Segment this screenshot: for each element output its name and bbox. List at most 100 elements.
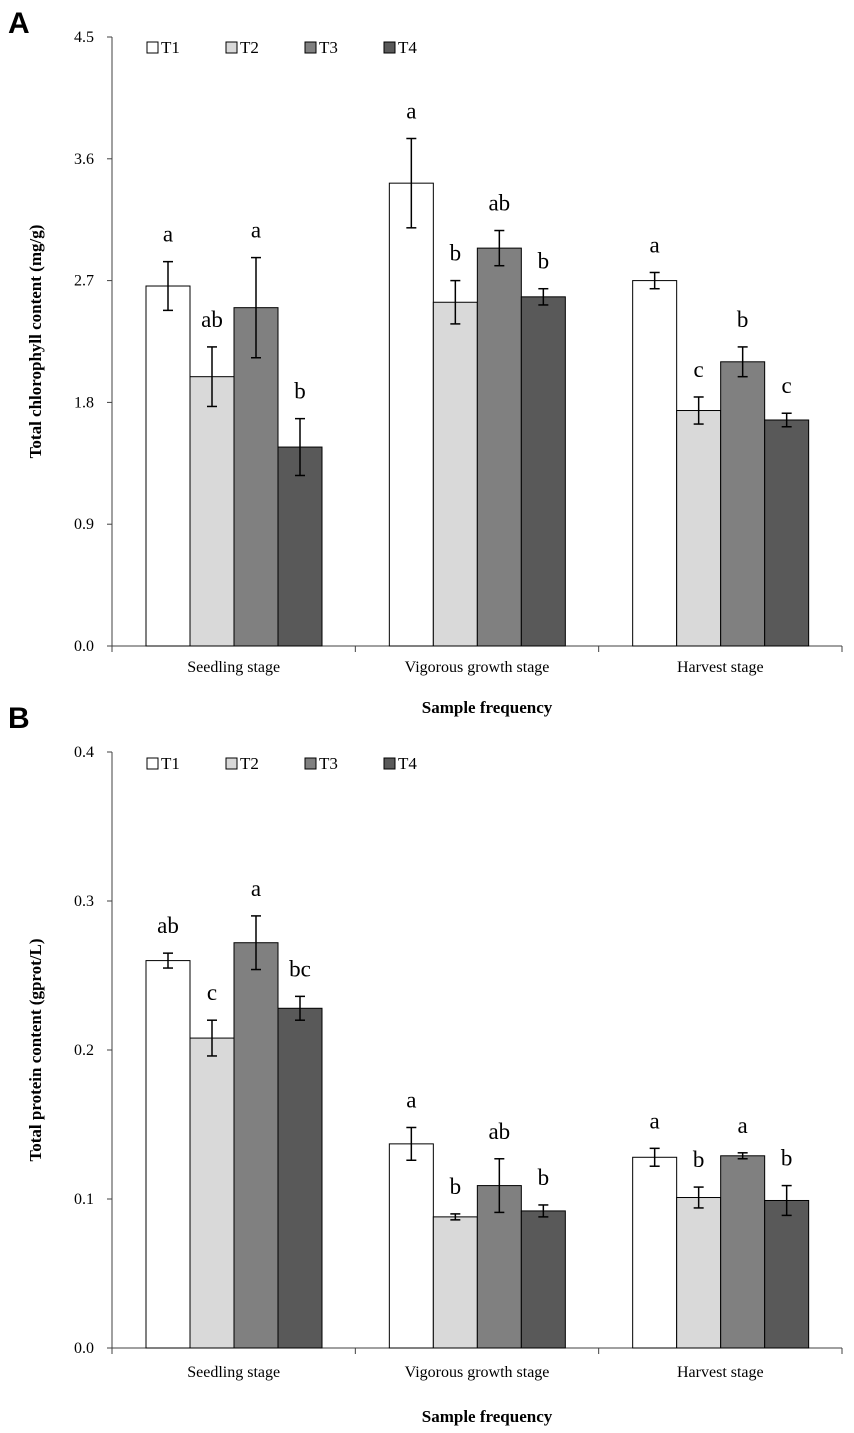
y-tick-label: 0.9 [74,516,94,533]
significance-label: a [738,1113,748,1138]
legend-swatch-t1 [146,757,159,770]
legend-label-t4: T4 [398,754,417,773]
significance-label: a [406,1087,416,1112]
bar-t4 [277,1007,323,1349]
legend-label-t1: T1 [161,38,180,57]
error-bar [781,412,792,428]
error-bar [693,396,704,425]
bar-t2 [676,410,722,647]
error-bar [295,417,305,477]
error-bar [693,1186,704,1209]
legend-swatch-t2 [225,41,238,54]
legend-swatch-t3 [304,41,317,54]
error-bar [450,1213,461,1221]
legend-label-t3: T3 [319,754,338,773]
chart-panel-b: B 0.0 0.1 0.2 0.3 0.4 Seedling stage Vigorous g… [8,702,843,1426]
y-tick-label: 0.3 [74,893,94,910]
x-category-label: Vigorous growth stage [405,1364,550,1381]
y-tick-label: 0.4 [74,744,94,761]
x-category-label: Seedling stage [187,1364,280,1381]
bar-t3 [476,1185,522,1349]
significance-label: a [650,1108,660,1133]
legend-swatch-t4 [383,757,396,770]
error-bar [406,1126,417,1162]
legend-swatch-t2 [225,757,238,770]
bar-t3 [720,1155,766,1349]
x-axis-title: Sample frequency [422,1407,553,1426]
legend-label-t2: T2 [240,38,259,57]
significance-label: b [538,1165,550,1190]
legend-label-t3: T3 [319,38,338,57]
significance-label: b [294,379,306,404]
significance-label: a [251,876,261,901]
error-bar [494,229,505,267]
y-tick-label: 2.7 [74,273,94,290]
error-bar [737,346,748,378]
error-bar [737,1152,748,1160]
y-tick-label: 3.6 [74,151,94,168]
significance-label: b [737,307,749,332]
significance-label: ab [201,307,223,332]
bar-t4 [277,446,323,647]
error-bar [207,1019,217,1057]
significance-label: a [163,222,173,247]
bar-t2 [432,1216,478,1349]
error-bar [538,1204,549,1218]
bar-t1 [145,285,191,647]
panel-letter: A [8,7,30,40]
bar-t3 [476,247,522,647]
significance-label: b [781,1146,793,1171]
bar-t1 [388,182,434,647]
significance-label: a [650,232,660,257]
error-bar [538,287,549,306]
panel-letter: B [8,702,30,735]
significance-label: b [693,1147,705,1172]
bar-t1 [145,960,191,1349]
y-tick-label: 0.1 [74,1191,94,1208]
bar-t2 [189,1037,235,1349]
x-axis-title: Sample frequency [422,698,553,717]
y-tick-label: 0.0 [74,638,94,655]
error-bar [450,279,461,325]
legend-label-t4: T4 [398,38,417,57]
y-tick-label: 0.0 [74,1340,94,1357]
significance-label: ab [488,191,510,216]
bar-t4 [764,419,810,647]
error-bar [406,137,417,229]
x-category-label: Seedling stage [187,659,280,676]
bar-t4 [764,1199,810,1349]
significance-label: b [538,249,550,274]
significance-label: c [782,373,792,398]
significance-label: c [207,980,217,1005]
bar-t2 [676,1197,722,1349]
bar-t1 [632,1156,678,1349]
error-bar [494,1158,505,1214]
legend-swatch-t1 [146,41,159,54]
chart-panel-a: A 0.0 0.9 1.8 2.7 3.6 4.5 Seedling stage Vigorou… [8,7,843,717]
y-axis-title: Total protein content (gprot/L) [26,938,45,1161]
significance-label: bc [289,956,311,981]
significance-label: a [251,218,261,243]
significance-label: ab [488,1119,510,1144]
y-tick-label: 0.2 [74,1042,94,1059]
bar-t1 [632,280,678,647]
bar-t1 [388,1143,434,1349]
legend-label-t2: T2 [240,754,259,773]
error-bar [163,260,173,312]
legend-swatch-t4 [383,41,396,54]
y-tick-label: 1.8 [74,394,94,411]
x-category-label: Harvest stage [677,1364,764,1381]
bar-t2 [189,376,235,647]
x-category-label: Vigorous growth stage [405,659,550,676]
significance-label: ab [157,913,179,938]
significance-label: b [450,241,462,266]
bar-t3 [233,942,279,1349]
significance-label: a [406,99,416,124]
legend-swatch-t3 [304,757,317,770]
y-axis-title: Total chlorophyll content (mg/g) [26,225,45,459]
error-bar [163,952,173,969]
bar-t2 [432,301,478,647]
error-bar [207,346,217,408]
significance-label: b [450,1174,462,1199]
